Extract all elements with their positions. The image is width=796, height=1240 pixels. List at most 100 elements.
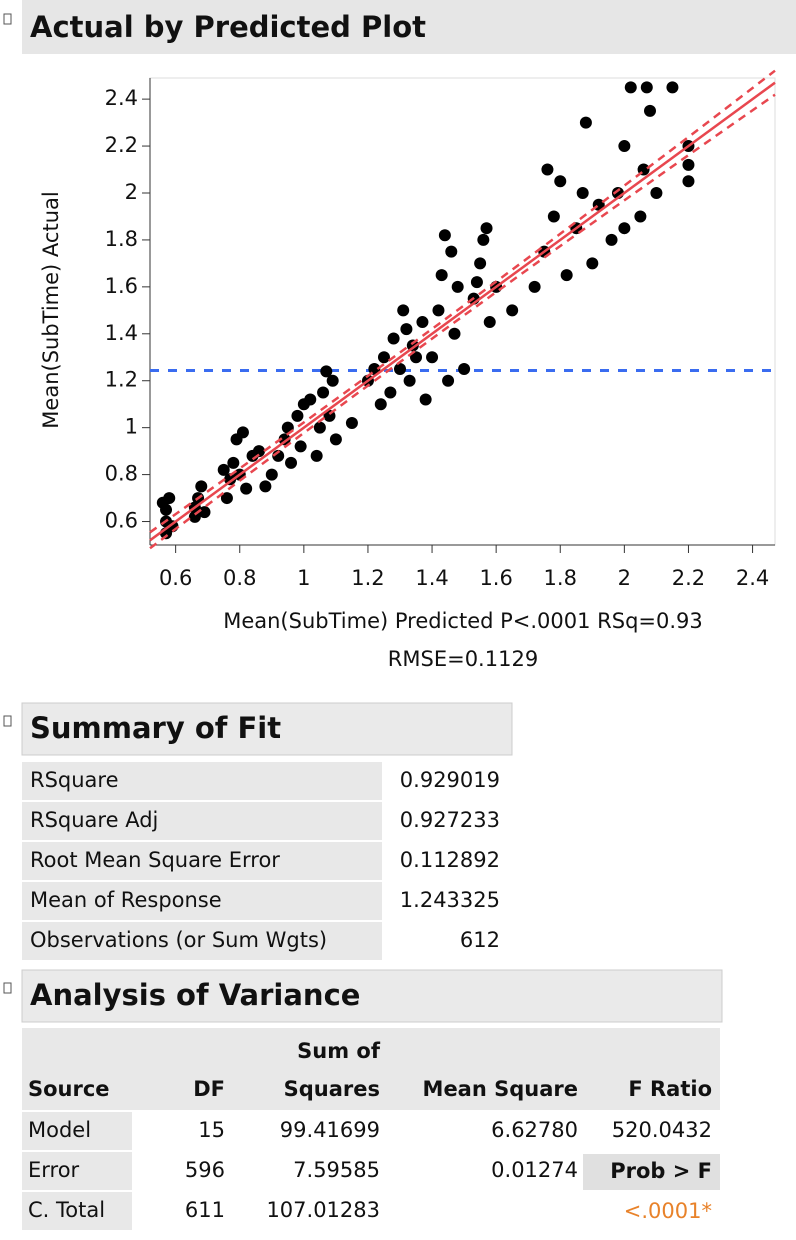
point xyxy=(618,222,631,235)
x-tick-label: 2 xyxy=(618,566,631,590)
prob-bg xyxy=(583,1154,720,1190)
y-tick-label: 2.4 xyxy=(105,86,138,110)
point xyxy=(458,362,471,375)
cell: 596 xyxy=(185,1158,225,1182)
point xyxy=(291,409,304,422)
cell: 7.59585 xyxy=(293,1158,380,1182)
point xyxy=(220,492,233,505)
x-tick-label: 0.8 xyxy=(223,566,256,590)
x-tick-label: 1 xyxy=(297,566,310,590)
x-axis-title-line2: RMSE=0.1129 xyxy=(388,647,538,671)
point xyxy=(554,175,567,188)
point xyxy=(640,81,653,94)
cell: 0.01274 xyxy=(491,1158,578,1182)
point xyxy=(560,269,573,282)
point xyxy=(195,480,208,493)
row-value: 0.929019 xyxy=(400,768,500,792)
point xyxy=(329,433,342,446)
row-label-bg xyxy=(22,882,382,920)
row-label: Observations (or Sum Wgts) xyxy=(30,928,327,952)
x-tick-label: 2.2 xyxy=(672,566,705,590)
point xyxy=(650,186,663,199)
point xyxy=(618,140,631,153)
source-bg xyxy=(22,1192,132,1230)
col-header: Squares xyxy=(284,1077,380,1101)
point xyxy=(240,482,253,495)
point xyxy=(586,257,599,270)
point xyxy=(624,81,637,94)
cell: 15 xyxy=(198,1118,225,1142)
x-tick-label: 1.8 xyxy=(544,566,577,590)
cell: 6.62780 xyxy=(491,1118,578,1142)
prob-value: <.0001* xyxy=(624,1199,712,1223)
cell: 611 xyxy=(185,1198,225,1222)
point xyxy=(384,386,397,399)
plot-title: Actual by Predicted Plot xyxy=(30,10,426,44)
row-label-bg xyxy=(22,922,382,960)
row-label: Mean of Response xyxy=(30,888,222,912)
summary-header xyxy=(21,702,513,756)
cell: 99.41699 xyxy=(280,1118,380,1142)
row-value: 0.927233 xyxy=(400,808,500,832)
confidence-curve xyxy=(149,69,776,534)
point xyxy=(682,175,695,188)
row-value: 1.243325 xyxy=(400,888,500,912)
x-tick-label: 0.6 xyxy=(159,566,192,590)
anova-title: Analysis of Variance xyxy=(30,978,360,1012)
cell: 107.01283 xyxy=(266,1198,380,1222)
row-label: RSquare Adj xyxy=(30,808,158,832)
y-tick-label: 0.6 xyxy=(105,509,138,533)
row-value: 0.112892 xyxy=(400,848,500,872)
point xyxy=(541,163,554,176)
header-bg xyxy=(22,1028,720,1110)
point xyxy=(666,81,679,94)
point xyxy=(682,158,695,171)
point xyxy=(576,186,589,199)
col-header: Sum of xyxy=(297,1039,381,1063)
point xyxy=(470,276,483,289)
point xyxy=(294,440,307,453)
y-tick-label: 1.4 xyxy=(105,321,138,345)
disclosure-icon[interactable] xyxy=(3,13,12,25)
row-label-bg xyxy=(22,842,382,880)
point xyxy=(442,374,455,387)
col-header: Source xyxy=(28,1077,110,1101)
point xyxy=(644,104,656,117)
y-tick-label: 0.8 xyxy=(105,462,138,486)
y-tick-label: 1.6 xyxy=(105,274,138,298)
point xyxy=(387,332,400,345)
point xyxy=(528,280,541,293)
point xyxy=(403,374,416,387)
point xyxy=(310,449,323,462)
point xyxy=(605,233,618,246)
summary-title: Summary of Fit xyxy=(30,711,281,745)
point xyxy=(265,468,278,481)
point xyxy=(188,510,201,523)
point xyxy=(198,506,211,519)
x-tick-label: 2.4 xyxy=(736,566,769,590)
point xyxy=(480,222,493,235)
row-label: Root Mean Square Error xyxy=(30,848,280,872)
point xyxy=(579,116,592,129)
x-tick-label: 1.6 xyxy=(479,566,512,590)
cell: Model xyxy=(28,1118,91,1142)
point xyxy=(259,480,272,493)
point xyxy=(634,210,647,223)
disclosure-icon[interactable] xyxy=(3,715,12,727)
point xyxy=(304,393,317,406)
point xyxy=(432,304,445,317)
disclosure-icon[interactable] xyxy=(3,982,12,994)
point xyxy=(451,280,464,293)
point xyxy=(438,229,451,242)
point xyxy=(410,351,423,364)
col-header: F Ratio xyxy=(628,1077,712,1101)
point xyxy=(345,416,358,429)
row-label-bg xyxy=(22,762,382,800)
confidence-curve xyxy=(149,93,776,550)
x-tick-label: 1.2 xyxy=(351,566,384,590)
point xyxy=(416,316,429,329)
point xyxy=(236,426,249,439)
row-value: 612 xyxy=(460,928,500,952)
source-bg xyxy=(22,1152,132,1190)
point xyxy=(426,351,439,364)
